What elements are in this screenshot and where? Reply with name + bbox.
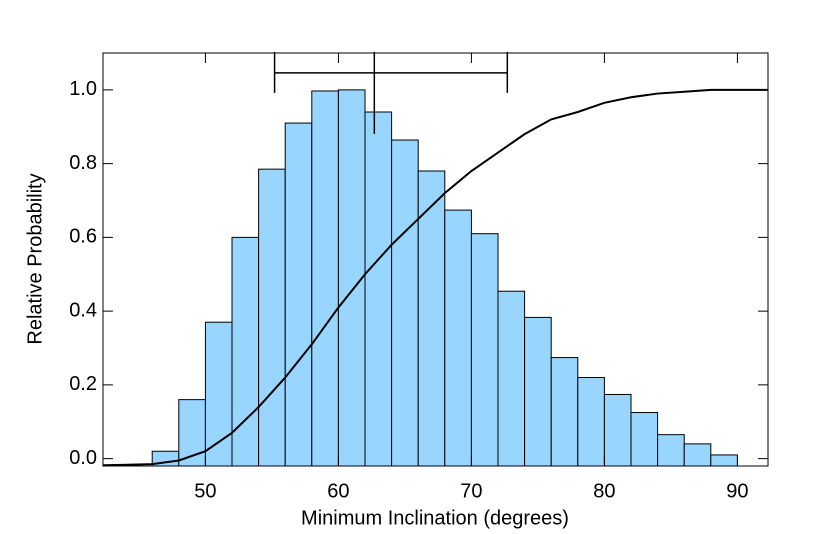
bar [550, 357, 579, 467]
y-tick-label: 0.0 [69, 447, 97, 469]
bar [337, 89, 366, 467]
y-tick-label: 0.6 [69, 226, 97, 248]
plot-frame [102, 52, 769, 467]
bar [311, 90, 339, 467]
bar [710, 454, 738, 467]
bar [284, 122, 313, 467]
y-axis-label: Relative Probability [24, 173, 46, 344]
bar [258, 168, 286, 467]
bar [683, 443, 712, 467]
bar [524, 316, 552, 467]
bar [364, 111, 393, 467]
bar [497, 290, 526, 467]
bar [444, 209, 472, 467]
bar [470, 233, 499, 467]
bar [577, 377, 605, 467]
cumulative-line [102, 88, 768, 467]
x-tick-label: 80 [593, 480, 615, 502]
x-tick-label: 50 [194, 480, 216, 502]
y-tick-label: 1.0 [69, 78, 97, 100]
bar [630, 412, 659, 467]
x-tick-label: 60 [327, 480, 349, 502]
x-tick-label: 70 [460, 480, 482, 502]
y-tick-label: 0.2 [69, 373, 97, 395]
y-tick-label: 0.4 [69, 299, 97, 321]
bar [204, 321, 233, 467]
x-tick-label: 90 [726, 480, 748, 502]
bar [603, 393, 632, 467]
bar [391, 139, 419, 467]
y-tick-label: 0.8 [69, 152, 97, 174]
x-axis-label: Minimum Inclination (degrees) [301, 507, 569, 529]
bar [417, 170, 446, 467]
bar [657, 434, 685, 467]
bar [231, 236, 260, 467]
